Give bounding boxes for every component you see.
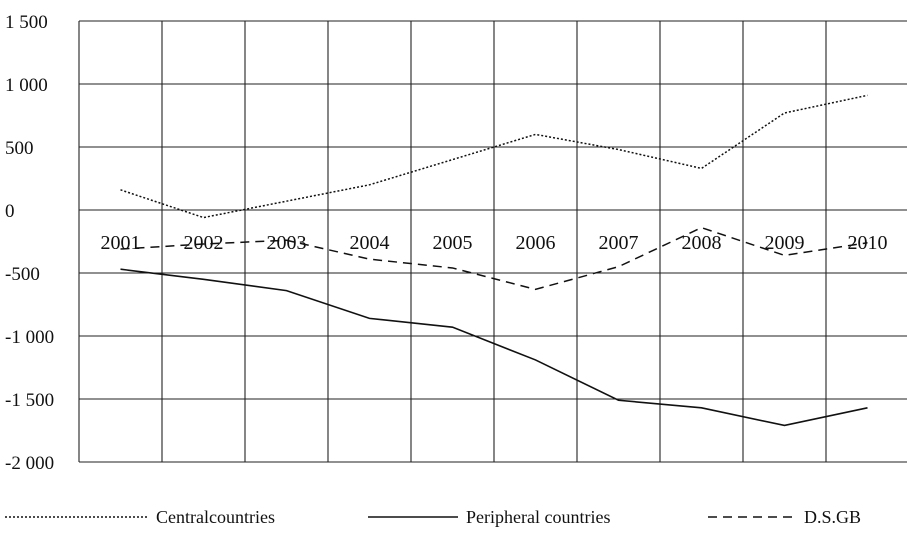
y-tick-label: -1 500 <box>5 390 54 411</box>
legend-label: D.S.GB <box>804 507 861 527</box>
legend-label: Peripheral countries <box>466 507 610 527</box>
y-tick-label: 500 <box>5 138 34 159</box>
y-tick-label: -1 000 <box>5 327 54 348</box>
x-category-label: 2008 <box>682 232 722 254</box>
x-category-label: 2003 <box>267 232 307 254</box>
y-axis-tick-labels: -2 000 -1 500 -1 000 -500 0 500 1 000 1 500 <box>5 12 54 474</box>
x-axis-category-labels: 2001 2002 2003 2004 2005 2006 2007 2008 2009 2010 <box>101 232 888 254</box>
grid <box>78 20 907 463</box>
legend-label: Centralcountries <box>156 507 275 527</box>
series-line-centralcountries <box>120 94 868 219</box>
x-category-label: 2005 <box>433 232 473 254</box>
x-category-label: 2002 <box>184 232 224 254</box>
x-category-label: 2004 <box>350 232 390 254</box>
y-tick-label: 1 500 <box>5 12 48 33</box>
x-category-label: 2001 <box>101 232 141 254</box>
x-category-label: 2006 <box>516 232 556 254</box>
series-line-d-s-gb <box>120 226 868 291</box>
y-tick-label: 1 000 <box>5 75 48 96</box>
series-lines <box>120 94 868 427</box>
x-category-label: 2009 <box>765 232 805 254</box>
x-category-label: 2007 <box>599 232 639 254</box>
legend: Centralcountries Peripheral countries D.S.… <box>5 507 861 527</box>
y-tick-label: -2 000 <box>5 453 54 474</box>
y-tick-label: -500 <box>5 264 40 285</box>
series-line-peripheral-countries <box>120 268 868 427</box>
y-tick-label: 0 <box>5 201 15 222</box>
